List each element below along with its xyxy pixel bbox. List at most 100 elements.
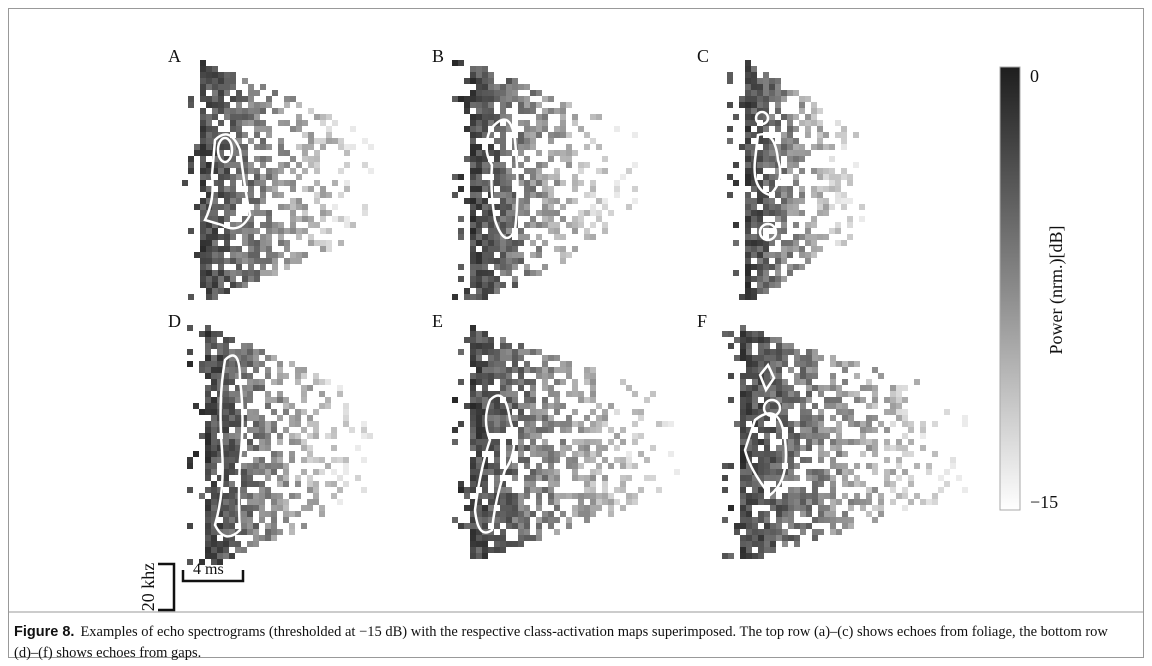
spectrogram-pixel <box>764 349 770 355</box>
spectrogram-pixel <box>776 379 782 385</box>
spectrogram-pixel <box>806 415 812 421</box>
spectrogram-pixel <box>259 505 265 511</box>
spectrogram-pixel <box>290 204 296 210</box>
spectrogram-pixel <box>212 66 218 72</box>
spectrogram-pixel <box>205 523 211 529</box>
spectrogram-pixel <box>542 373 548 379</box>
spectrogram-pixel <box>890 421 896 427</box>
spectrogram-pixel <box>896 415 902 421</box>
spectrogram-pixel <box>787 132 793 138</box>
spectrogram-pixel <box>206 144 212 150</box>
spectrogram-pixel <box>278 180 284 186</box>
spectrogram-pixel <box>229 481 235 487</box>
spectrogram-pixel <box>763 252 769 258</box>
spectrogram-pixel <box>758 421 764 427</box>
spectrogram-pixel <box>757 90 763 96</box>
spectrogram-pixel <box>500 493 506 499</box>
spectrogram-pixel <box>632 499 638 505</box>
spectrogram-pixel <box>476 144 482 150</box>
spectrogram-pixel <box>590 391 596 397</box>
spectrogram-pixel <box>764 439 770 445</box>
spectrogram-pixel <box>200 66 206 72</box>
spectrogram-pixel <box>602 204 608 210</box>
spectrogram-pixel <box>254 156 260 162</box>
spectrogram-pixel <box>254 252 260 258</box>
spectrogram-pixel <box>800 499 806 505</box>
spectrogram-pixel <box>211 427 217 433</box>
spectrogram-pixel <box>277 391 283 397</box>
spectrogram-pixel <box>572 421 578 427</box>
spectrogram-pixel <box>829 168 835 174</box>
spectrogram-pixel <box>307 445 313 451</box>
spectrogram-pixel <box>788 397 794 403</box>
spectrogram-pixel <box>205 445 211 451</box>
spectrogram-pixel <box>614 487 620 493</box>
spectrogram-pixel <box>782 349 788 355</box>
spectrogram-pixel <box>272 252 278 258</box>
spectrogram-pixel <box>866 427 872 433</box>
spectrogram-pixel <box>590 234 596 240</box>
spectrogram-pixel <box>740 553 746 559</box>
spectrogram-pixel <box>518 529 524 535</box>
spectrogram-pixel <box>326 126 332 132</box>
spectrogram-pixel <box>745 216 751 222</box>
spectrogram-pixel <box>331 433 337 439</box>
spectrogram-pixel <box>271 379 277 385</box>
spectrogram-pixel <box>770 505 776 511</box>
spectrogram-pixel <box>494 282 500 288</box>
spectrogram-pixel <box>224 216 230 222</box>
spectrogram-pixel <box>740 331 746 337</box>
spectrogram-pixel <box>841 174 847 180</box>
spectrogram-pixel <box>212 84 218 90</box>
spectrogram-pixel <box>488 367 494 373</box>
spectrogram-pixel <box>326 138 332 144</box>
spectrogram-pixel <box>518 433 524 439</box>
spectrogram-pixel <box>536 168 542 174</box>
spectrogram-pixel <box>494 90 500 96</box>
spectrogram-pixel <box>229 367 235 373</box>
spectrogram-pixel <box>217 541 223 547</box>
spectrogram-pixel <box>800 367 806 373</box>
spectrogram-pixel <box>775 96 781 102</box>
spectrogram-pixel <box>470 553 476 559</box>
spectrogram-pixel <box>500 192 506 198</box>
spectrogram-pixel <box>308 234 314 240</box>
spectrogram-pixel <box>260 174 266 180</box>
spectrogram-pixel <box>506 186 512 192</box>
spectrogram-pixel <box>799 102 805 108</box>
spectrogram-pixel <box>836 361 842 367</box>
spectrogram-pixel <box>200 120 206 126</box>
spectrogram-pixel <box>482 198 488 204</box>
spectrogram-pixel <box>758 391 764 397</box>
spectrogram-pixel <box>482 276 488 282</box>
spectrogram-pixel <box>200 84 206 90</box>
spectrogram-pixel <box>217 547 223 553</box>
spectrogram-pixel <box>223 547 229 553</box>
spectrogram-pixel <box>734 355 740 361</box>
spectrogram-pixel <box>242 228 248 234</box>
spectrogram-pixel <box>500 421 506 427</box>
spectrogram-pixel <box>260 222 266 228</box>
spectrogram-pixel <box>199 409 205 415</box>
spectrogram-pixel <box>247 493 253 499</box>
spectrogram-pixel <box>211 457 217 463</box>
spectrogram-pixel <box>230 108 236 114</box>
spectrogram-pixel <box>776 517 782 523</box>
spectrogram-pixel <box>236 108 242 114</box>
spectrogram-pixel <box>200 180 206 186</box>
spectrogram-pixel <box>872 517 878 523</box>
spectrogram-pixel <box>211 439 217 445</box>
spectrogram-pixel <box>188 96 194 102</box>
spectrogram-pixel <box>500 517 506 523</box>
spectrogram-pixel <box>488 150 494 156</box>
spectrogram-pixel <box>638 487 644 493</box>
spectrogram-pixel <box>908 451 914 457</box>
spectrogram-pixel <box>512 252 518 258</box>
spectrogram-pixel <box>518 349 524 355</box>
spectrogram-pixel <box>205 535 211 541</box>
spectrogram-pixel <box>482 186 488 192</box>
spectrogram-pixel <box>223 385 229 391</box>
spectrogram-pixel <box>344 162 350 168</box>
spectrogram-pixel <box>763 90 769 96</box>
spectrogram-pixel <box>212 240 218 246</box>
